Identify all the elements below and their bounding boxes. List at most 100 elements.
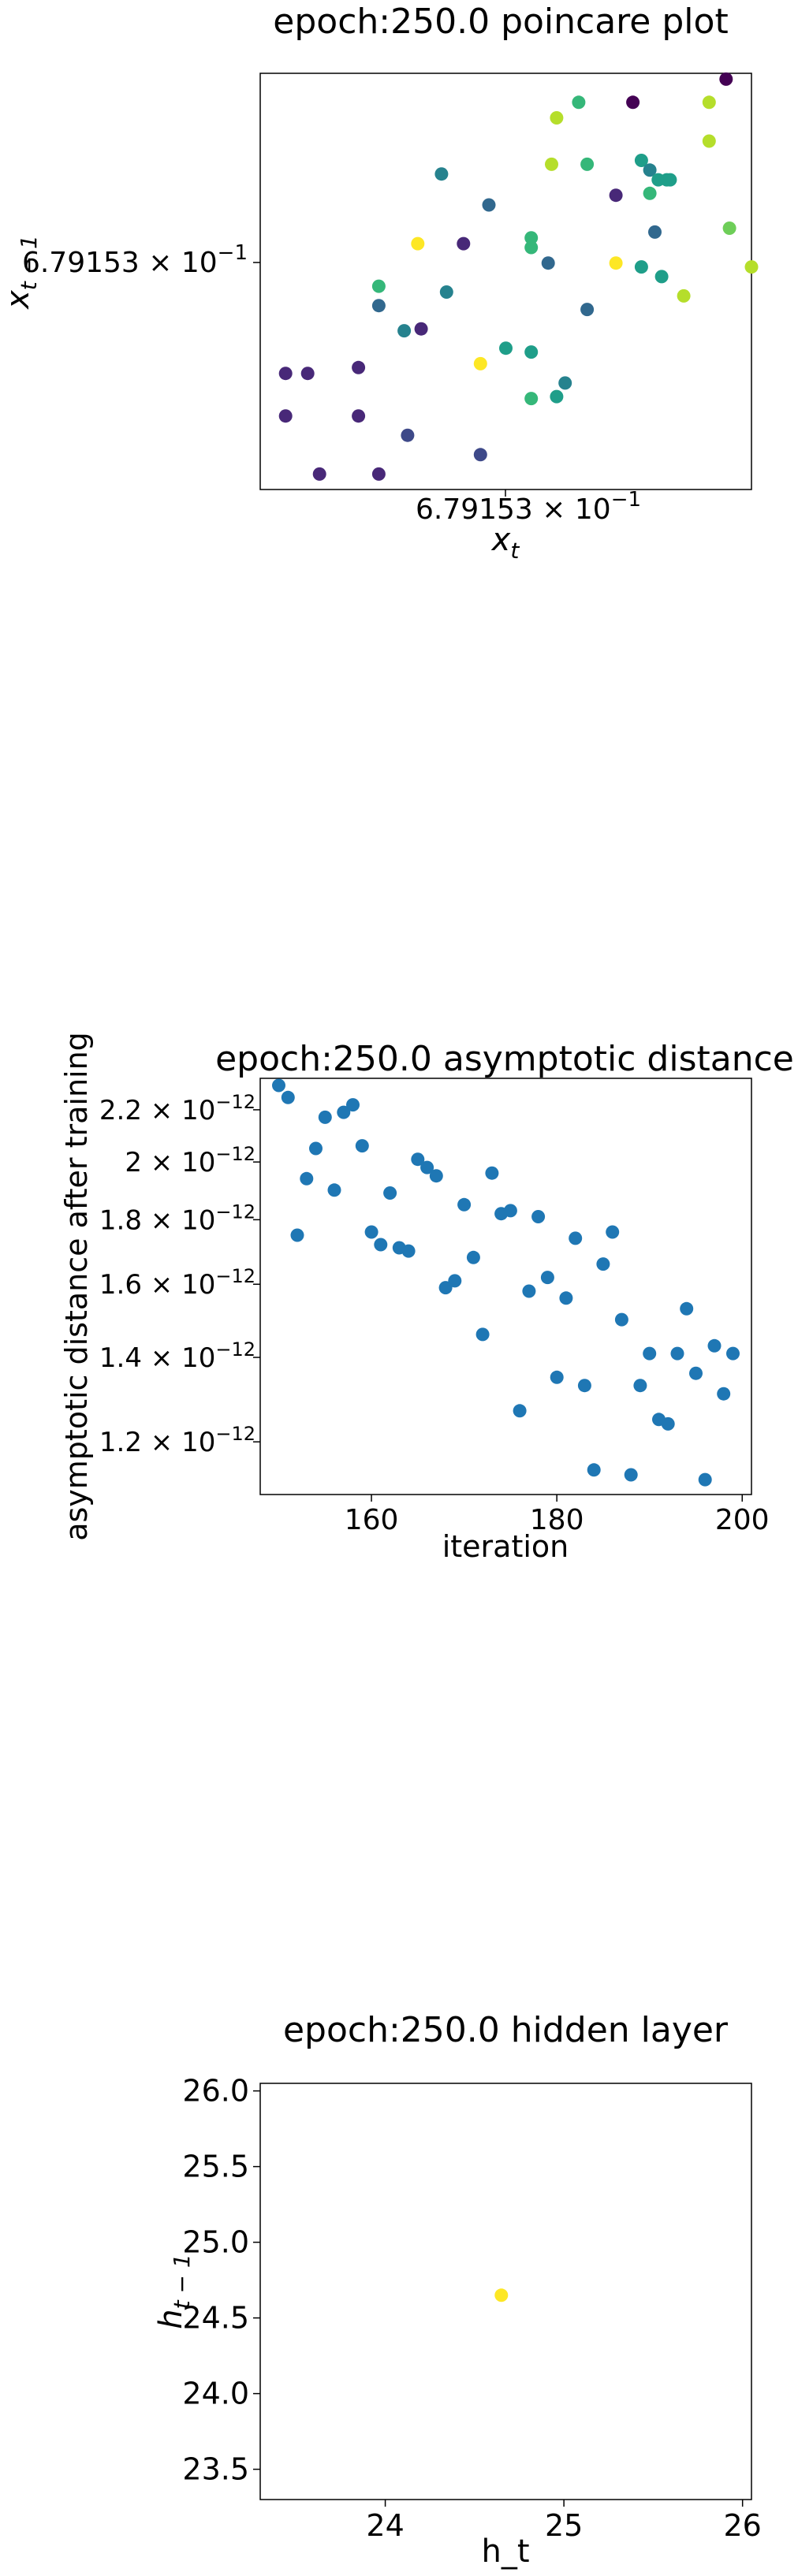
poincare-y-axis-label: xt − 1 (0, 235, 42, 311)
asymptotic-point (522, 1284, 536, 1298)
poincare-point (722, 221, 736, 235)
poincare-point (744, 260, 759, 274)
asymptotic-point (661, 1416, 675, 1431)
hidden-layer-y-tick-label: 23.5 (182, 2452, 249, 2487)
poincare-point (414, 322, 428, 336)
poincare-point (300, 367, 315, 381)
asymptotic-point (485, 1166, 499, 1180)
asymptotic-point (614, 1312, 628, 1327)
asymptotic-point (587, 1463, 601, 1477)
asymptotic-point (318, 1110, 332, 1124)
asymptotic-y-tick-label: 1.2 × 10−12 (99, 1423, 255, 1458)
poincare-chart-title: epoch:250.0 poincare plot (273, 2, 728, 42)
poincare-point (648, 225, 662, 239)
asymptotic-point (596, 1257, 610, 1271)
hidden-layer-x-tick-label: 26 (723, 2508, 761, 2543)
hidden-layer-chart-title: epoch:250.0 hidden layer (283, 2010, 729, 2050)
asymptotic-distance-chart: epoch:250.0 asymptotic distance 160 180 20… (59, 1032, 794, 1564)
poincare-point (626, 95, 640, 110)
asymptotic-points (272, 1078, 740, 1487)
asymptotic-y-tick-label: 1.8 × 10−12 (99, 1201, 255, 1236)
poincare-point (663, 173, 677, 187)
asymptotic-y-tick-label: 1.4 × 10−12 (99, 1338, 255, 1374)
asymptotic-point (606, 1225, 620, 1239)
asymptotic-point (550, 1370, 564, 1384)
poincare-point (609, 256, 623, 270)
poincare-point (609, 188, 623, 203)
asymptotic-x-tick-label: 180 (530, 1504, 584, 1536)
asymptotic-point (475, 1327, 490, 1342)
asymptotic-point (633, 1379, 647, 1393)
hidden-layer-x-tick-label: 24 (366, 2508, 404, 2543)
poincare-point (634, 260, 648, 274)
asymptotic-point (300, 1171, 314, 1186)
asymptotic-point (383, 1186, 397, 1200)
hidden-layer-y-tick-label: 26.0 (182, 2074, 249, 2109)
poincare-point (401, 428, 415, 442)
hidden-layer-y-tick-label: 24.5 (182, 2301, 249, 2336)
poincare-point (278, 367, 293, 381)
hidden-layer-y-tick-label: 24.0 (182, 2377, 249, 2411)
asymptotic-axis-ticks: 160 180 200 2.2 × 10−12 2 × 10−12 1.8 × 10−12… (99, 1091, 770, 1536)
asymptotic-chart-title: epoch:250.0 asymptotic distance (215, 1039, 794, 1079)
asymptotic-point (624, 1468, 638, 1482)
asymptotic-y-tick-label: 1.6 × 10−12 (99, 1265, 255, 1301)
hidden-layer-y-tick-label: 25.0 (182, 2225, 249, 2260)
asymptotic-point (577, 1379, 591, 1393)
asymptotic-point (540, 1271, 554, 1285)
poincare-point (702, 134, 716, 148)
asymptotic-point (346, 1098, 360, 1112)
poincare-point (482, 198, 496, 212)
poincare-point (524, 231, 539, 245)
poincare-point (643, 163, 657, 177)
hidden-layer-y-tick-label: 25.5 (182, 2150, 249, 2184)
asymptotic-point (438, 1281, 453, 1295)
asymptotic-point (680, 1301, 694, 1316)
asymptotic-point (689, 1366, 703, 1380)
poincare-point (473, 356, 487, 370)
asymptotic-point (643, 1346, 657, 1361)
poincare-point (558, 376, 572, 390)
poincare-point (371, 299, 386, 313)
poincare-point (371, 467, 386, 481)
poincare-point (371, 279, 386, 293)
poincare-point (434, 167, 449, 181)
hidden-layer-y-axis-label: ht − 1 (153, 2254, 195, 2328)
poincare-point (719, 72, 733, 86)
asymptotic-point (355, 1139, 369, 1153)
asymptotic-point (337, 1105, 351, 1119)
asymptotic-point (569, 1231, 583, 1245)
poincare-x-tick-label: 6.79153 × 10−1 (416, 488, 641, 526)
poincare-point (580, 303, 595, 317)
poincare-plot-area (259, 73, 752, 490)
asymptotic-point (531, 1210, 546, 1223)
asymptotic-point (272, 1078, 285, 1093)
asymptotic-x-tick-label: 200 (715, 1504, 770, 1536)
poincare-point (677, 288, 691, 303)
poincare-point (643, 186, 657, 200)
asymptotic-y-tick-label: 2 × 10−12 (125, 1143, 255, 1178)
asymptotic-point (466, 1250, 480, 1264)
asymptotic-point (411, 1152, 425, 1167)
asymptotic-point (503, 1204, 517, 1218)
poincare-y-tick-label: 6.79153 × 10−1 (22, 241, 248, 279)
poincare-point (312, 467, 326, 481)
hidden-layer-chart: epoch:250.0 hidden layer 24 25 2623.524.02… (153, 2010, 762, 2570)
asymptotic-point (364, 1225, 378, 1239)
poincare-point (439, 285, 453, 299)
poincare-point (545, 157, 558, 171)
poincare-point (397, 324, 412, 338)
hidden-layer-x-axis-label: h_t (481, 2533, 529, 2570)
asymptotic-x-tick-label: 160 (345, 1504, 399, 1536)
poincare-point (457, 236, 471, 251)
poincare-point (524, 240, 539, 255)
poincare-x-axis-label: xt (490, 522, 520, 564)
asymptotic-point (420, 1160, 434, 1174)
asymptotic-point (670, 1346, 684, 1361)
poincare-point (473, 448, 487, 462)
poincare-point (499, 341, 513, 356)
hidden-layer-points (494, 2288, 509, 2302)
asymptotic-point (457, 1197, 472, 1212)
poincare-point (572, 95, 586, 110)
